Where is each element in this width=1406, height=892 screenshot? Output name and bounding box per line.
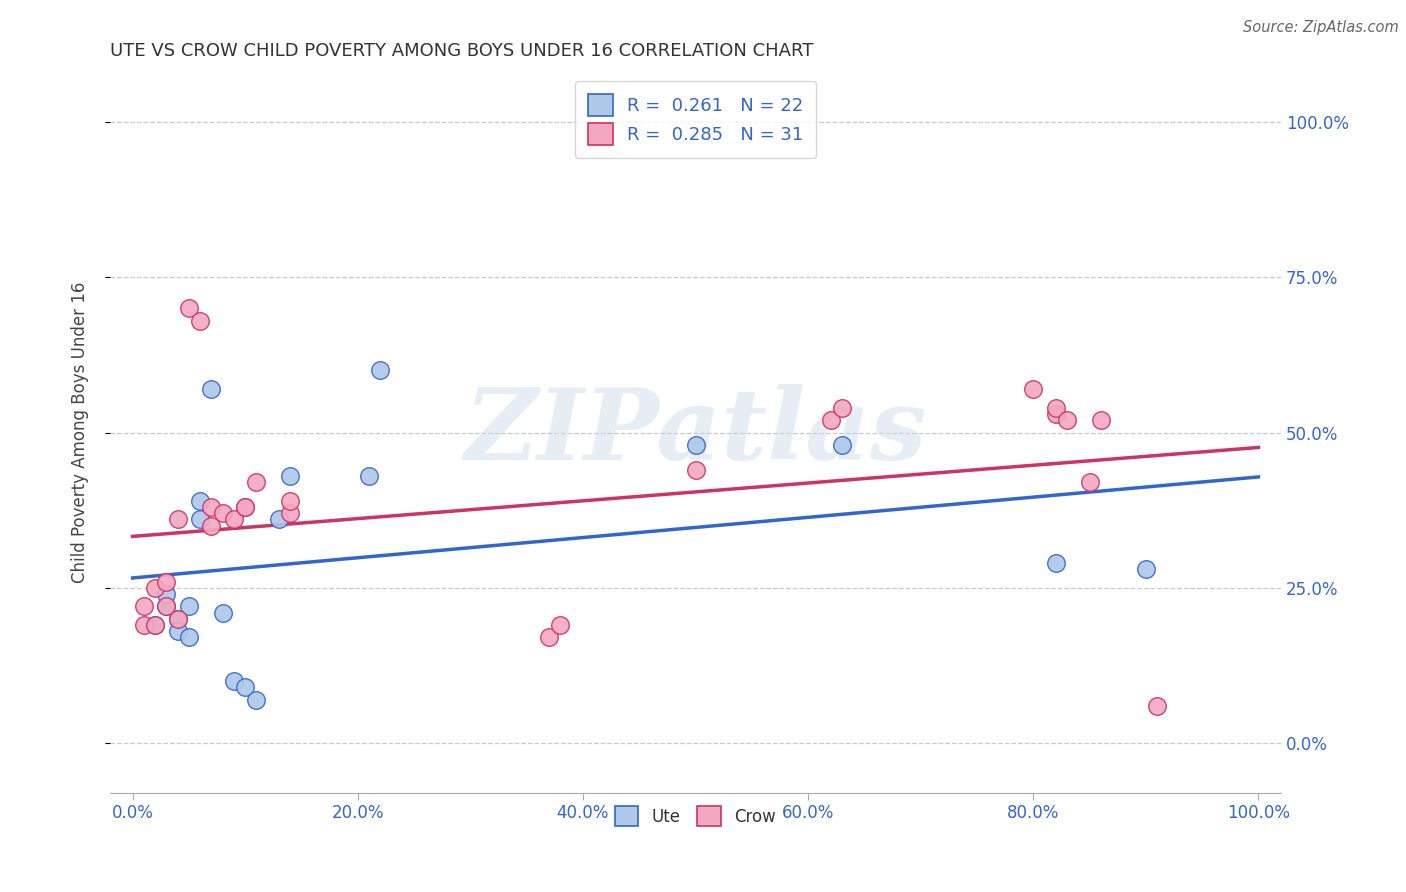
Point <box>831 438 853 452</box>
Point <box>211 606 233 620</box>
Point <box>166 612 188 626</box>
Point <box>155 587 177 601</box>
Point <box>222 673 245 688</box>
Point <box>166 512 188 526</box>
Point <box>211 506 233 520</box>
Point <box>155 599 177 614</box>
Point <box>143 618 166 632</box>
Text: Source: ZipAtlas.com: Source: ZipAtlas.com <box>1243 20 1399 35</box>
Point <box>132 599 155 614</box>
Point <box>233 680 256 694</box>
Point <box>831 401 853 415</box>
Point <box>188 493 211 508</box>
Point <box>233 500 256 514</box>
Point <box>1135 562 1157 576</box>
Point <box>177 599 200 614</box>
Point <box>132 618 155 632</box>
Point <box>200 382 222 396</box>
Point <box>155 574 177 589</box>
Point <box>245 475 267 490</box>
Point <box>538 631 561 645</box>
Point <box>200 518 222 533</box>
Point <box>368 363 391 377</box>
Point <box>1056 413 1078 427</box>
Y-axis label: Child Poverty Among Boys Under 16: Child Poverty Among Boys Under 16 <box>72 282 89 583</box>
Point <box>685 463 707 477</box>
Point <box>155 599 177 614</box>
Point <box>550 618 572 632</box>
Point <box>1090 413 1112 427</box>
Point <box>1045 407 1067 421</box>
Point <box>200 500 222 514</box>
Text: UTE VS CROW CHILD POVERTY AMONG BOYS UNDER 16 CORRELATION CHART: UTE VS CROW CHILD POVERTY AMONG BOYS UND… <box>110 42 814 60</box>
Point <box>188 314 211 328</box>
Text: ZIPatlas: ZIPatlas <box>464 384 927 481</box>
Point <box>143 618 166 632</box>
Point <box>188 512 211 526</box>
Point <box>1146 698 1168 713</box>
Point <box>357 469 380 483</box>
Point <box>177 301 200 316</box>
Legend: Ute, Crow: Ute, Crow <box>607 797 785 835</box>
Point <box>278 506 301 520</box>
Point <box>233 500 256 514</box>
Point <box>245 692 267 706</box>
Point <box>1045 556 1067 570</box>
Point <box>267 512 290 526</box>
Point <box>1022 382 1045 396</box>
Point <box>222 512 245 526</box>
Point <box>820 413 842 427</box>
Point <box>166 612 188 626</box>
Point <box>278 469 301 483</box>
Point <box>1078 475 1101 490</box>
Point <box>1045 401 1067 415</box>
Point <box>166 624 188 639</box>
Point <box>143 581 166 595</box>
Point <box>685 438 707 452</box>
Point <box>177 631 200 645</box>
Point <box>278 493 301 508</box>
